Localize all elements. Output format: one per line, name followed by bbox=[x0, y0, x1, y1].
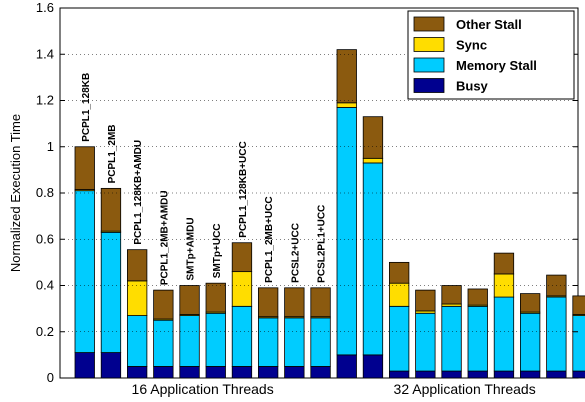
bar-segment-memory-stall bbox=[572, 315, 585, 372]
bar-segment-busy bbox=[336, 354, 357, 379]
bar-segment-memory-stall bbox=[362, 162, 384, 356]
bar-label: PCPL1_2MB+AMDU bbox=[159, 190, 170, 285]
bar-segment-busy bbox=[493, 370, 515, 379]
bar-segment-busy bbox=[441, 370, 462, 379]
legend-entry: Other Stall bbox=[456, 17, 522, 32]
group-label: 16 Application Threads bbox=[132, 381, 274, 397]
bar-segment-busy bbox=[231, 366, 253, 379]
bar-segment-busy bbox=[310, 366, 331, 379]
bar-segment-memory-stall bbox=[493, 296, 515, 372]
bar-segment-memory-stall bbox=[153, 319, 174, 367]
bar-segment-sync bbox=[388, 282, 410, 307]
bar-label: PCPL1_128KB+AMDU bbox=[133, 140, 144, 245]
bar-segment-other-stall bbox=[310, 287, 331, 318]
bar-segment-busy bbox=[257, 366, 279, 379]
group-label: 32 Application Threads bbox=[394, 381, 536, 397]
bar-label: PCPL1_2MB bbox=[107, 124, 118, 183]
bar-segment-other-stall bbox=[100, 187, 122, 232]
bar-segment-busy bbox=[100, 352, 122, 379]
bar-segment-memory-stall bbox=[310, 317, 331, 367]
bar-label: SMTp+UCC bbox=[212, 223, 223, 278]
bar-segment-other-stall bbox=[415, 289, 436, 312]
bar-label: PCPL1_2MB+UCC bbox=[264, 196, 275, 282]
y-tick-label: 1.4 bbox=[36, 46, 54, 61]
bar-segment-memory-stall bbox=[231, 305, 253, 367]
bar-segment-sync bbox=[231, 271, 253, 307]
y-tick-label: 0.2 bbox=[36, 324, 54, 339]
bar-segment-other-stall bbox=[388, 261, 410, 284]
legend-entry: Busy bbox=[456, 79, 489, 94]
bar-segment-other-stall bbox=[257, 287, 279, 318]
bar-segment-memory-stall bbox=[520, 312, 541, 372]
bar-segment-sync bbox=[127, 280, 148, 316]
y-tick-label: 0.4 bbox=[36, 278, 54, 293]
bar-segment-memory-stall bbox=[467, 305, 488, 372]
bar-segment-other-stall bbox=[572, 295, 585, 315]
bar-segment-memory-stall bbox=[257, 317, 279, 367]
bar-segment-sync bbox=[362, 157, 384, 164]
bar-segment-busy bbox=[74, 352, 95, 379]
bar-label: PCSL2PL1+UCC bbox=[317, 205, 328, 283]
bar-segment-memory-stall bbox=[441, 305, 462, 372]
bar-label: PCPL1_128KB+UCC bbox=[238, 141, 249, 237]
bar-segment-busy bbox=[572, 370, 585, 379]
bar-segment-other-stall bbox=[74, 146, 95, 190]
bar-segment-other-stall bbox=[493, 252, 515, 275]
bar-segment-busy bbox=[284, 366, 305, 379]
bar-segment-memory-stall bbox=[284, 317, 305, 367]
bar-segment-busy bbox=[179, 366, 200, 379]
bar-segment-memory-stall bbox=[205, 312, 226, 367]
bar-segment-other-stall bbox=[205, 282, 226, 313]
bar-segment-memory-stall bbox=[74, 190, 95, 353]
bar-segment-memory-stall bbox=[336, 107, 357, 356]
bar-segment-other-stall bbox=[520, 293, 541, 313]
y-tick-label: 1 bbox=[47, 139, 54, 154]
legend-swatch bbox=[413, 78, 445, 93]
bar-segment-other-stall bbox=[467, 288, 488, 306]
bar-label: PCSL2+UCC bbox=[290, 223, 301, 283]
bar-segment-memory-stall bbox=[100, 231, 122, 353]
bar-segment-other-stall bbox=[441, 285, 462, 305]
bar-segment-busy bbox=[546, 370, 567, 379]
bar-segment-busy bbox=[362, 354, 384, 379]
legend: Other Stall Sync Memory Stall Busy bbox=[407, 10, 575, 100]
bar-segment-other-stall bbox=[231, 242, 253, 273]
legend-swatch bbox=[413, 16, 445, 32]
bar-segment-busy bbox=[520, 370, 541, 379]
y-tick-label: 0.6 bbox=[36, 231, 54, 246]
bar-segment-other-stall bbox=[127, 249, 148, 282]
bar-segment-busy bbox=[205, 366, 226, 379]
bars: PCPL1_128KB PCPL1_2MB PCPL1_128KB+AMDU PCPL… bbox=[74, 49, 585, 379]
bar-segment-sync bbox=[493, 273, 515, 298]
bar-segment-other-stall bbox=[362, 116, 384, 159]
bar-label: SMTp+AMDU bbox=[186, 217, 197, 280]
bar-segment-other-stall bbox=[153, 289, 174, 320]
bar-segment-busy bbox=[127, 366, 148, 379]
bar-segment-other-stall bbox=[284, 287, 305, 318]
bar-segment-memory-stall bbox=[415, 312, 436, 372]
legend-entry: Sync bbox=[456, 38, 487, 53]
bar-label: PCPL1_128KB bbox=[81, 73, 92, 142]
bar-segment-other-stall bbox=[179, 285, 200, 315]
y-tick-label: 0 bbox=[47, 370, 54, 385]
legend-entry: Memory Stall bbox=[456, 58, 537, 73]
y-tick-label: 1.2 bbox=[36, 93, 54, 108]
y-tick-label: 0.8 bbox=[36, 185, 54, 200]
bar-segment-busy bbox=[415, 370, 436, 379]
y-axis-title: Normalized Execution Time bbox=[8, 114, 23, 272]
bar-segment-busy bbox=[388, 370, 410, 379]
bar-segment-memory-stall bbox=[179, 315, 200, 367]
bar-segment-memory-stall bbox=[546, 296, 567, 372]
bar-segment-other-stall bbox=[336, 49, 357, 104]
bar-segment-busy bbox=[467, 370, 488, 379]
bar-segment-busy bbox=[153, 366, 174, 379]
bar-segment-sync bbox=[336, 102, 357, 108]
axes: 0 0.2 0.4 0.6 0.8 1 1.2 1.4 1.6 16 Application Th… bbox=[36, 0, 578, 397]
bar-segment-memory-stall bbox=[388, 305, 410, 372]
legend-swatch bbox=[413, 57, 445, 73]
y-tick-label: 1.6 bbox=[36, 0, 54, 15]
bar-segment-memory-stall bbox=[127, 315, 148, 367]
legend-swatch bbox=[413, 37, 445, 52]
